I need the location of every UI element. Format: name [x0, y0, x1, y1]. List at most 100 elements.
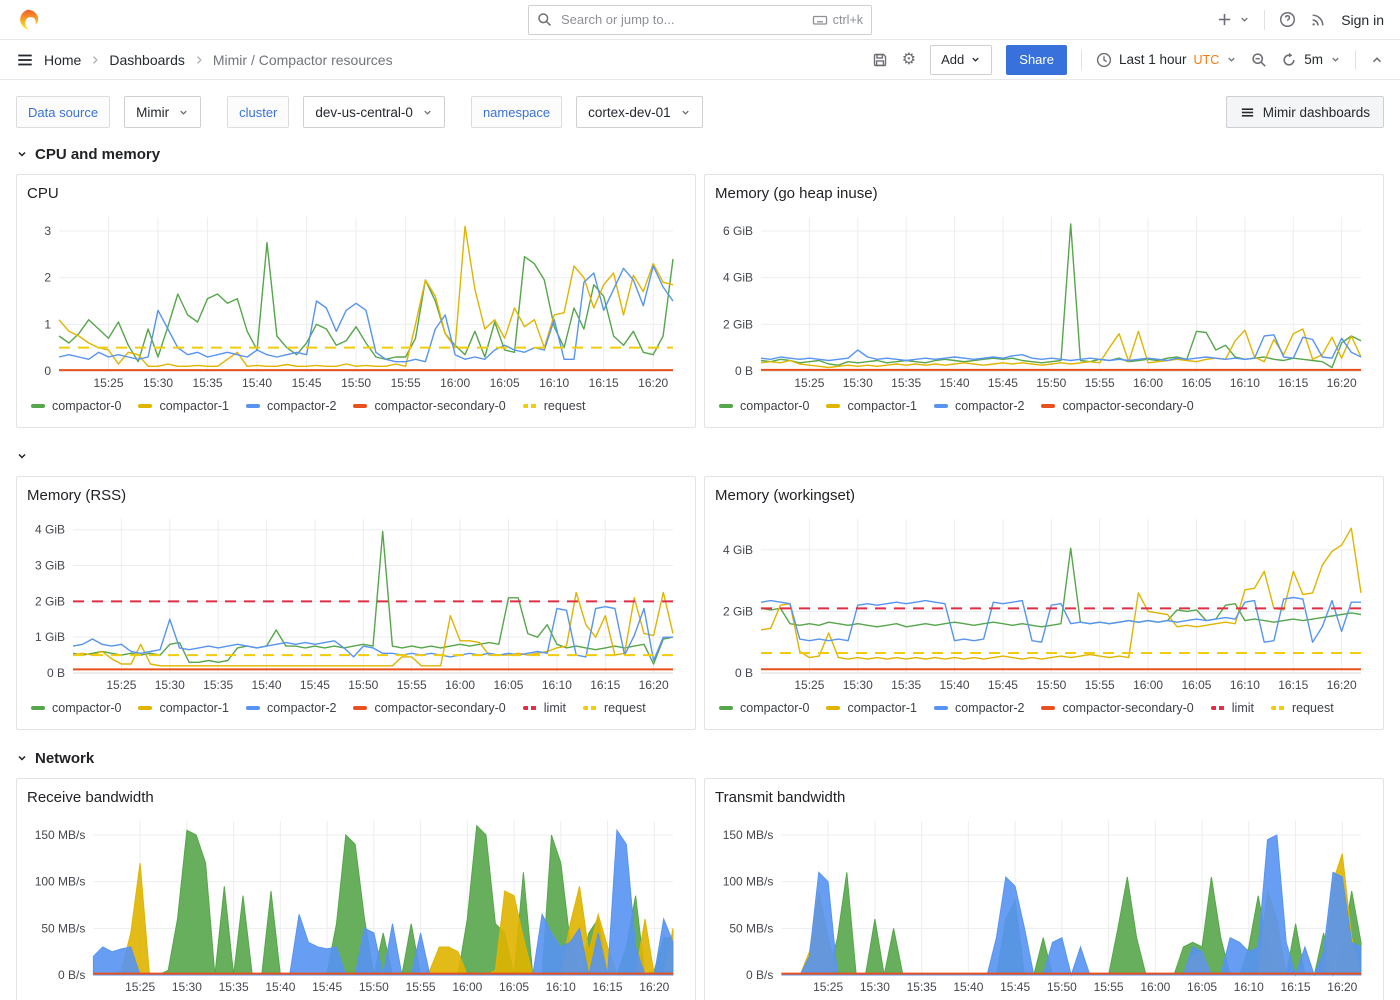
share-button[interactable]: Share	[1006, 44, 1067, 75]
svg-text:0 B/s: 0 B/s	[746, 968, 773, 982]
svg-text:16:15: 16:15	[1281, 980, 1311, 994]
save-dashboard-button[interactable]	[872, 52, 888, 68]
mega-menu-toggle[interactable]	[16, 51, 34, 69]
svg-text:4 GiB: 4 GiB	[723, 543, 753, 557]
legend-item-compactor-0[interactable]: compactor-0	[719, 701, 809, 715]
svg-text:16:00: 16:00	[452, 980, 482, 994]
svg-text:15:35: 15:35	[891, 376, 921, 390]
svg-text:2 GiB: 2 GiB	[723, 317, 753, 331]
chevron-down-icon	[18, 453, 26, 459]
legend-item-compactor-secondary-0[interactable]: compactor-secondary-0	[1041, 399, 1194, 413]
news-icon[interactable]	[1310, 11, 1327, 28]
legend-item-request[interactable]: request	[522, 399, 585, 413]
breadcrumb-home[interactable]: Home	[44, 51, 82, 68]
legend-item-compactor-secondary-0[interactable]: compactor-secondary-0	[1041, 701, 1194, 715]
svg-text:16:05: 16:05	[1181, 376, 1211, 390]
chevron-up-icon	[1372, 56, 1382, 62]
legend-item-compactor-1[interactable]: compactor-1	[138, 701, 229, 715]
cpu-chart[interactable]: 15:25 15:30 15:35 15:40 15:45 15:50 15:55 16:00…	[25, 207, 687, 393]
legend-swatch	[138, 404, 153, 408]
legend-item-request[interactable]: request	[582, 701, 646, 715]
svg-text:16:05: 16:05	[490, 376, 520, 390]
panel-receive-bandwidth: Receive bandwidth 15:25 15:30 15:35 15:40 15…	[16, 778, 696, 1000]
refresh-icon	[1283, 52, 1295, 66]
legend-swatch	[1270, 706, 1285, 710]
grafana-logo[interactable]	[16, 8, 40, 32]
datasource-picker[interactable]: Mimir	[124, 96, 202, 128]
svg-text:16:05: 16:05	[1187, 980, 1217, 994]
breadcrumb-dashboards[interactable]: Dashboards	[109, 51, 185, 68]
legend-item-compactor-0[interactable]: compactor-0	[719, 399, 809, 413]
svg-text:16:20: 16:20	[1327, 980, 1357, 994]
legend-swatch	[138, 706, 153, 710]
legend-item-compactor-0[interactable]: compactor-0	[31, 399, 121, 413]
legend-swatch	[1041, 706, 1056, 710]
legend-item-limit[interactable]: limit	[1210, 701, 1254, 715]
panel-cpu: CPU 15:25 15:30 15:35 15:40 15:45 15:50 15:55 1…	[16, 174, 696, 428]
new-button[interactable]	[1217, 12, 1250, 27]
svg-text:15:40: 15:40	[940, 376, 970, 390]
memory-rss-chart[interactable]: 15:25 15:30 15:35 15:40 15:45 15:50 15:55 16:00…	[25, 509, 687, 695]
memory-workingset-chart[interactable]: 15:25 15:30 15:35 15:40 15:45 15:50 15:55 16:00…	[713, 509, 1375, 695]
svg-text:15:25: 15:25	[813, 980, 843, 994]
memory-go-heap-chart[interactable]: 15:25 15:30 15:35 15:40 15:45 15:50 15:55 16:00…	[713, 207, 1375, 393]
sign-in-link[interactable]: Sign in	[1341, 11, 1384, 28]
clock-icon	[1096, 52, 1112, 67]
cluster-picker[interactable]: dev-us-central-0	[303, 96, 445, 128]
svg-text:2: 2	[44, 271, 51, 285]
svg-text:3 GiB: 3 GiB	[35, 559, 65, 573]
kiosk-mode-button[interactable]	[1370, 53, 1384, 67]
svg-text:16:10: 16:10	[542, 678, 572, 692]
variable-label: cluster	[227, 96, 290, 128]
legend-item-compactor-2[interactable]: compactor-2	[245, 399, 336, 413]
row-toggle-cpu-memory[interactable]: CPU and memory	[16, 142, 1384, 166]
dashboard-variables: Data source Mimir cluster dev-us-central…	[16, 96, 1384, 128]
legend-item-compactor-1[interactable]: compactor-1	[138, 399, 229, 413]
legend-item-compactor-2[interactable]: compactor-2	[933, 399, 1024, 413]
panel-title[interactable]: Memory (workingset)	[715, 487, 856, 504]
global-search[interactable]: ctrl+k	[528, 4, 872, 35]
legend-item-compactor-1[interactable]: compactor-1	[826, 399, 917, 413]
add-panel-button[interactable]: Add	[930, 44, 993, 75]
row-toggle-untitled[interactable]	[16, 444, 1384, 468]
panel-title[interactable]: Memory (RSS)	[27, 487, 127, 504]
svg-text:50 MB/s: 50 MB/s	[729, 921, 773, 935]
legend-item-compactor-0[interactable]: compactor-0	[31, 701, 121, 715]
svg-text:15:25: 15:25	[94, 376, 124, 390]
search-input[interactable]	[559, 11, 805, 28]
help-icon[interactable]	[1279, 11, 1296, 28]
legend-item-limit[interactable]: limit	[522, 701, 566, 715]
variable-label: namespace	[470, 96, 563, 128]
legend-item-compactor-2[interactable]: compactor-2	[245, 701, 336, 715]
mimir-dashboards-button[interactable]: Mimir dashboards	[1225, 96, 1384, 128]
svg-text:16:10: 16:10	[1230, 376, 1260, 390]
panel-title[interactable]: Memory (go heap inuse)	[715, 185, 878, 202]
time-range-picker[interactable]: Last 1 hour UTC	[1096, 52, 1237, 68]
legend-swatch	[719, 404, 733, 408]
row-toggle-network[interactable]: Network	[16, 746, 1384, 770]
legend-item-compactor-2[interactable]: compactor-2	[933, 701, 1024, 715]
receive-bandwidth-chart[interactable]: 15:25 15:30 15:35 15:40 15:45 15:50 15:55 16:00…	[25, 811, 687, 997]
legend-swatch	[719, 706, 733, 710]
variable-cluster: cluster dev-us-central-0	[227, 96, 445, 128]
breadcrumb-separator-icon	[196, 55, 202, 64]
svg-text:15:40: 15:40	[953, 980, 983, 994]
panel-title[interactable]: Receive bandwidth	[27, 789, 154, 806]
transmit-bandwidth-chart[interactable]: 15:25 15:30 15:35 15:40 15:45 15:50 15:55 16:00…	[713, 811, 1375, 997]
dashboard-settings-button[interactable]: ⚙	[902, 50, 916, 69]
legend-item-compactor-secondary-0[interactable]: compactor-secondary-0	[353, 701, 506, 715]
legend-swatch	[522, 404, 537, 408]
legend-item-compactor-1[interactable]: compactor-1	[826, 701, 917, 715]
svg-text:15:40: 15:40	[265, 980, 295, 994]
refresh-picker[interactable]: 5m	[1281, 52, 1341, 68]
variable-datasource: Data source Mimir	[16, 96, 202, 128]
svg-text:3: 3	[44, 224, 51, 238]
svg-text:1 GiB: 1 GiB	[35, 630, 65, 644]
zoom-out-button[interactable]	[1251, 52, 1267, 68]
svg-text:15:45: 15:45	[988, 678, 1018, 692]
namespace-picker[interactable]: cortex-dev-01	[576, 96, 703, 128]
legend-item-request[interactable]: request	[1270, 701, 1334, 715]
legend-item-compactor-secondary-0[interactable]: compactor-secondary-0	[353, 399, 506, 413]
panel-title[interactable]: Transmit bandwidth	[715, 789, 846, 806]
panel-title[interactable]: CPU	[27, 185, 59, 202]
